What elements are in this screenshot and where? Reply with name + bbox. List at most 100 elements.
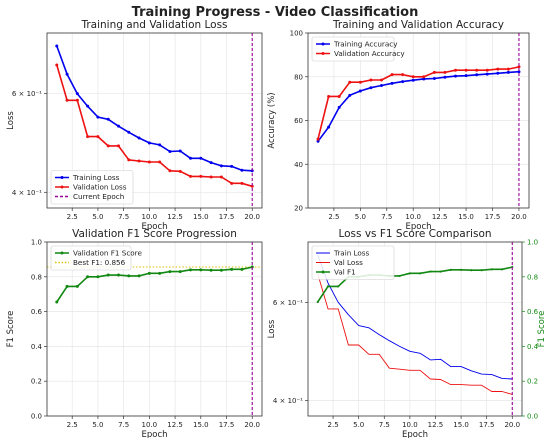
data-point [411, 75, 415, 79]
data-point [337, 105, 341, 109]
x-tick-label: 15.0 [193, 421, 209, 429]
data-point [137, 159, 141, 163]
data-point [65, 98, 69, 102]
data-point [348, 80, 352, 84]
x-tick-label: 20.0 [504, 421, 520, 429]
data-point [506, 70, 510, 74]
panel-accuracy: 2.5 5.0 7.5 10.0 12.5 15.0 17.5 20.0 20 40 60 80 100… [267, 19, 530, 232]
data-point [485, 72, 489, 76]
data-point [327, 125, 331, 129]
data-point [65, 284, 69, 288]
legend-label: Val F1 [334, 268, 356, 277]
x-axis-label: Epoch [402, 430, 428, 438]
data-point [240, 181, 244, 185]
data-point [517, 70, 521, 74]
data-point [55, 63, 59, 67]
legend-box [50, 245, 132, 271]
series-line [317, 273, 513, 395]
data-point [464, 74, 468, 78]
legend-box [50, 170, 134, 205]
legend-label: Val Loss [334, 258, 363, 267]
data-point [127, 158, 131, 162]
data-point [316, 139, 320, 143]
data-point [490, 268, 493, 271]
x-axis-label: Epoch [141, 222, 167, 232]
x-tick-label: 10.0 [402, 421, 418, 429]
x-tick-label: 5.0 [92, 213, 103, 221]
data-point [411, 78, 415, 82]
y-tick-label: 60 [294, 117, 303, 125]
y-tick-label: 100 [290, 30, 303, 38]
data-point [137, 274, 141, 278]
y-tick-label: 4 × 10⁻¹ [12, 189, 42, 197]
data-point [419, 272, 422, 275]
data-point [75, 284, 79, 288]
data-point [158, 143, 162, 147]
data-point [127, 274, 131, 278]
y-tick-label: 40 [294, 161, 303, 169]
x-tick-label: 17.5 [219, 421, 235, 429]
data-point [358, 80, 362, 84]
data-point [209, 161, 213, 165]
x-tick-label: 7.5 [118, 213, 129, 221]
data-point [230, 267, 234, 271]
data-point [517, 65, 521, 69]
data-point [168, 169, 172, 173]
data-point [240, 267, 244, 271]
data-point [219, 268, 223, 272]
data-point [116, 144, 120, 148]
legend-label: Training Loss [72, 173, 120, 182]
panel-title: Training and Validation Accuracy [332, 19, 504, 31]
data-point [485, 68, 489, 72]
data-point [379, 84, 383, 87]
data-point [454, 74, 458, 78]
data-point [422, 75, 426, 79]
data-point [96, 115, 100, 119]
data-point [408, 272, 411, 275]
y-right-tick-label: 0.2 [527, 378, 538, 386]
data-point [86, 104, 90, 108]
data-point [219, 164, 223, 168]
y-tick-label: 0.6 [31, 308, 43, 316]
data-point [199, 174, 203, 178]
data-point [189, 174, 193, 178]
data-point [422, 77, 426, 81]
x-tick-label: 7.5 [118, 421, 129, 429]
x-tick-label: 10.0 [142, 213, 158, 221]
data-point [158, 271, 162, 275]
data-point [454, 68, 458, 72]
x-tick-label: 17.5 [219, 213, 235, 221]
y-right-tick-label: 0.0 [527, 413, 538, 421]
data-point [449, 268, 452, 271]
figure-title: Training Progress - Video Classification [132, 5, 419, 20]
data-point [432, 77, 436, 80]
panel-combined: 2.5 5.0 7.5 10.0 12.5 15.0 17.5 20.0 4 × 10⁻¹ 6 ×… [267, 228, 547, 440]
y-right-tick-label: 0.4 [527, 343, 539, 351]
panel-title: Validation F1 Score Progression [72, 228, 237, 240]
series-line [56, 45, 253, 172]
data-point [178, 270, 182, 274]
x-tick-label: 10.0 [142, 421, 158, 429]
axes-frame [46, 241, 263, 417]
legend-box [311, 36, 395, 62]
data-point [337, 285, 340, 288]
data-point [379, 78, 383, 82]
data-point [86, 135, 90, 139]
x-tick-label: 10.0 [405, 213, 421, 221]
data-point [316, 300, 319, 304]
x-tick-label: 20.0 [244, 421, 260, 429]
data-point [390, 81, 394, 85]
data-point [147, 141, 151, 145]
series-line [317, 66, 520, 140]
data-point [86, 275, 90, 279]
data-point [168, 270, 172, 274]
legend-label: Current Epoch [73, 192, 124, 201]
data-point [337, 94, 341, 98]
y-axis-label: Loss [6, 111, 16, 130]
axes-frame [46, 32, 263, 209]
data-point [106, 273, 110, 277]
legend-marker [321, 270, 325, 274]
data-point [443, 70, 447, 74]
